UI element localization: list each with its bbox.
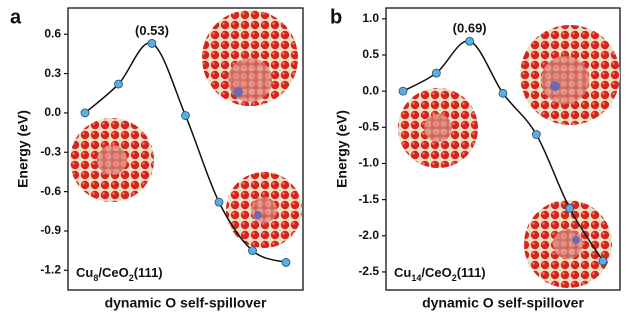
system-label: Cu14/CeO2(111) xyxy=(394,265,486,283)
energy-point xyxy=(182,112,190,120)
y-tick-label: -1.5 xyxy=(358,192,379,206)
y-axis-label: Energy (eV) xyxy=(15,110,31,188)
y-tick-label: 0.6 xyxy=(44,26,61,40)
y-tick-label: -1.0 xyxy=(358,156,379,170)
energy-point xyxy=(215,198,223,206)
y-axis-label: Energy (eV) xyxy=(334,110,350,188)
y-tick-label: -1.2 xyxy=(40,262,61,276)
energy-point xyxy=(566,204,574,212)
label-part: 14 xyxy=(411,273,421,283)
energy-point xyxy=(599,257,607,265)
y-tick-label: -0.6 xyxy=(40,184,61,198)
y-tick-label: -0.9 xyxy=(40,223,61,237)
barrier-annotation: (0.69) xyxy=(453,21,487,36)
energy-point xyxy=(532,131,540,139)
label-part: /CeO xyxy=(421,265,451,280)
x-axis-label: dynamic O self-spillover xyxy=(105,295,267,311)
y-tick-label: 0.0 xyxy=(362,83,379,97)
panel-letter: b xyxy=(330,6,342,28)
label-part: Cu xyxy=(394,265,411,280)
label-part: Cu xyxy=(76,265,93,280)
y-tick-label: 1.0 xyxy=(362,11,379,25)
energy-point xyxy=(115,80,123,88)
y-tick-label: -2.0 xyxy=(358,228,379,242)
energy-point xyxy=(81,109,89,117)
energy-point xyxy=(466,37,474,45)
energy-point xyxy=(432,69,440,77)
energy-point xyxy=(499,89,507,97)
y-tick-label: 0.3 xyxy=(44,66,61,80)
y-tick-label: 0.5 xyxy=(362,47,379,61)
y-tick-label: -0.3 xyxy=(40,144,61,158)
y-tick-label: 0.0 xyxy=(44,105,61,119)
label-part: (111) xyxy=(134,265,163,280)
x-axis-label: dynamic O self-spillover xyxy=(422,295,584,311)
energy-point xyxy=(399,87,407,95)
y-tick-label: -2.5 xyxy=(358,264,379,278)
energy-point xyxy=(249,247,257,255)
panel-letter: a xyxy=(10,6,22,28)
y-tick-label: -0.5 xyxy=(358,119,379,133)
energy-point xyxy=(282,258,290,266)
barrier-annotation: (0.53) xyxy=(135,23,169,38)
system-label: Cu8/CeO2(111) xyxy=(76,265,163,283)
figure: 0.6 0.3 0.0 -0.3 -0.6 -0.9 -1.2 a Energy (eV) dyn… xyxy=(0,0,630,313)
label-part: /CeO xyxy=(98,265,128,280)
label-part: (111) xyxy=(457,265,486,280)
energy-point xyxy=(148,39,156,47)
